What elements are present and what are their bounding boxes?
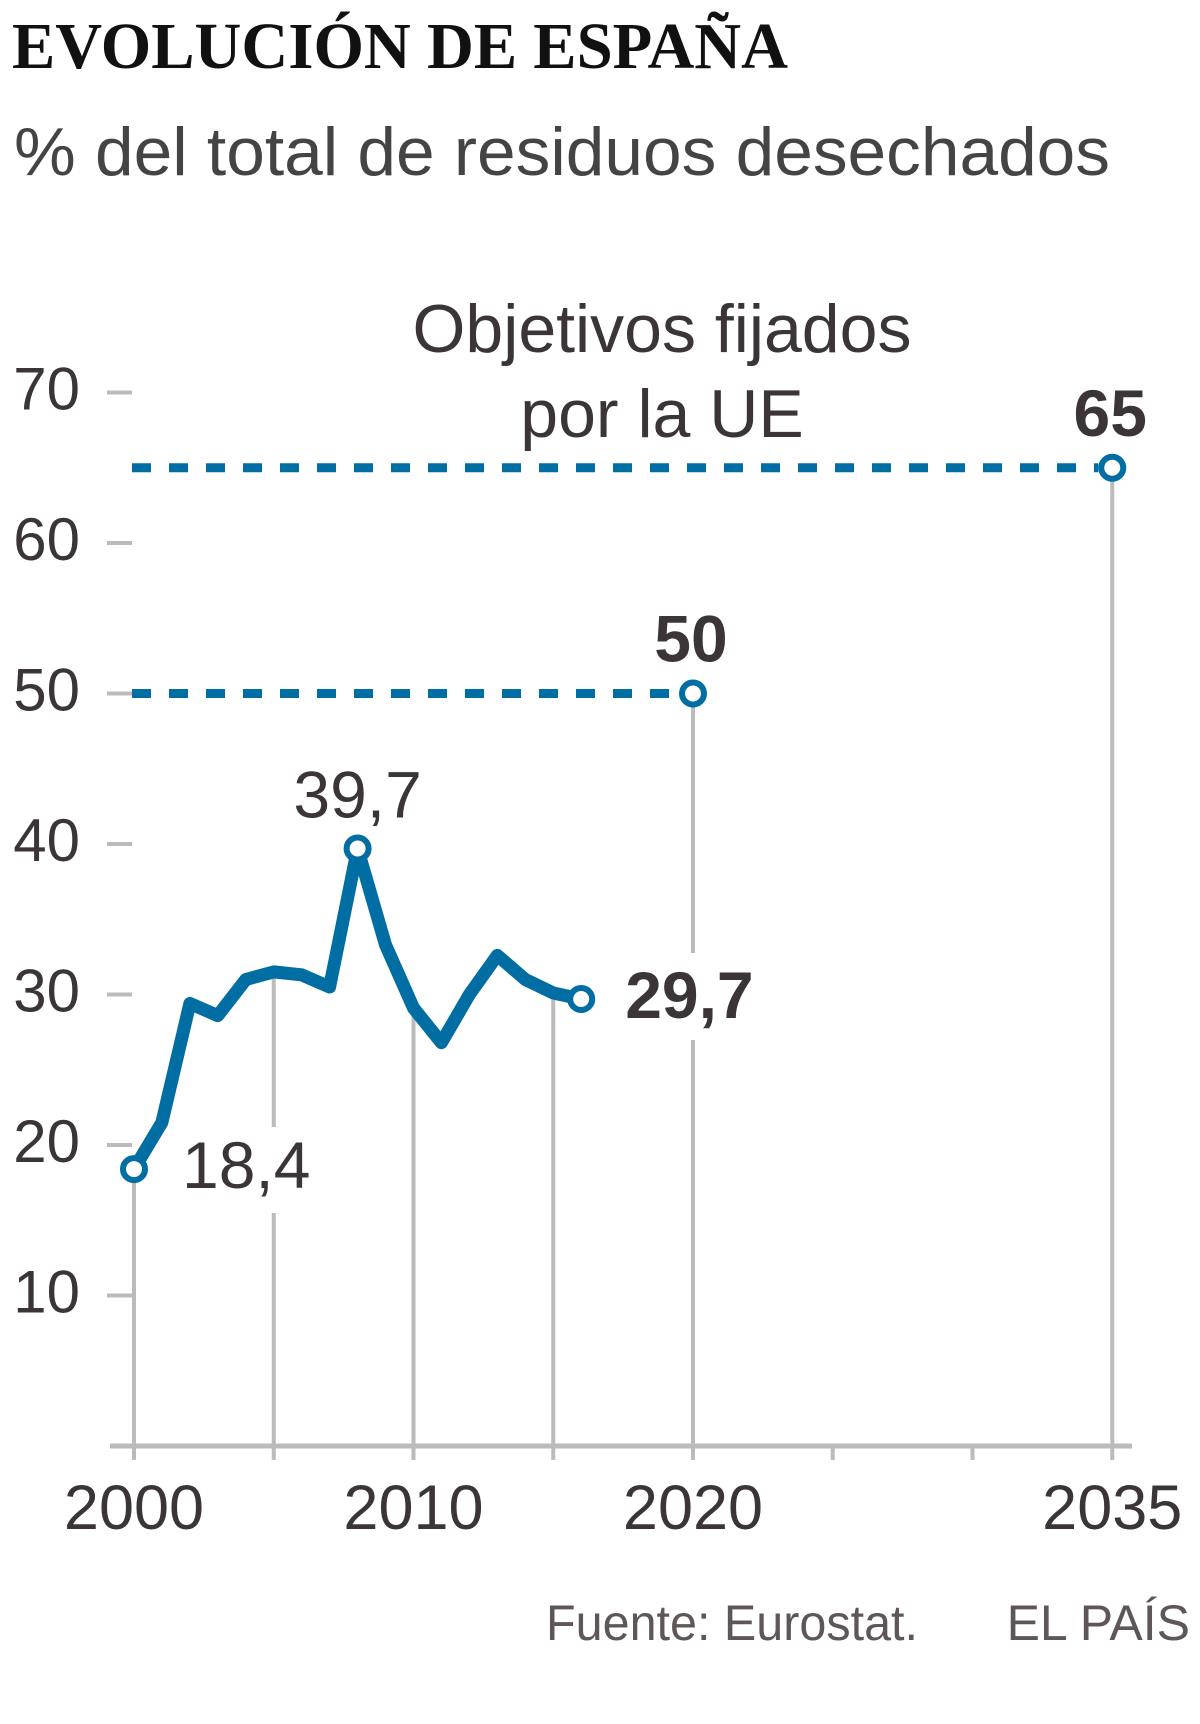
x-tick-label-2035: 2035 — [1042, 1473, 1182, 1543]
series-line — [127, 842, 588, 1176]
target-label-2020: 50 — [654, 602, 727, 676]
target-marker-2035 — [1098, 453, 1127, 482]
y-tick-label-70: 70 — [13, 356, 80, 423]
y-tick-label-50: 50 — [13, 657, 80, 724]
data-label-2000: 18,4 — [182, 1128, 310, 1202]
chart-title: EVOLUCIÓN DE ESPAÑA — [12, 10, 788, 83]
source-note: Fuente: Eurostat. — [546, 1595, 918, 1651]
data-labels: 18,4 39,7 29,7 — [182, 758, 754, 1203]
y-tick-label-20: 20 — [13, 1108, 80, 1175]
y-tick-label-30: 30 — [13, 958, 80, 1025]
point-marker-2000 — [120, 1155, 148, 1184]
data-label-2016: 29,7 — [625, 958, 753, 1032]
target-marker-2020 — [679, 679, 707, 708]
y-tick-label-40: 40 — [13, 807, 80, 874]
chart-subtitle: % del total de residuos desechados — [14, 114, 1110, 190]
x-tick-label-2000: 2000 — [64, 1473, 204, 1543]
x-tick-label-2010: 2010 — [343, 1473, 483, 1543]
x-tick-label-2020: 2020 — [623, 1473, 763, 1543]
annotation-line-2: por la UE — [520, 376, 803, 452]
y-tick-label-60: 60 — [13, 506, 80, 573]
y-axis: 10 20 30 40 50 60 70 — [13, 356, 132, 1326]
x-axis: 2000 2010 2020 2035 — [64, 1443, 1182, 1543]
annotation-line-1: Objetivos fijados — [413, 291, 912, 367]
y-tick-label-10: 10 — [13, 1259, 80, 1326]
series — [120, 834, 596, 1184]
gridlines — [132, 467, 1115, 1446]
data-label-2008: 39,7 — [293, 758, 421, 832]
targets: 50 65 — [132, 376, 1147, 708]
point-marker-2008 — [343, 834, 372, 863]
brand-credit: EL PAÍS — [1007, 1595, 1190, 1651]
target-label-2035: 65 — [1074, 376, 1147, 450]
point-marker-2016 — [567, 985, 596, 1014]
